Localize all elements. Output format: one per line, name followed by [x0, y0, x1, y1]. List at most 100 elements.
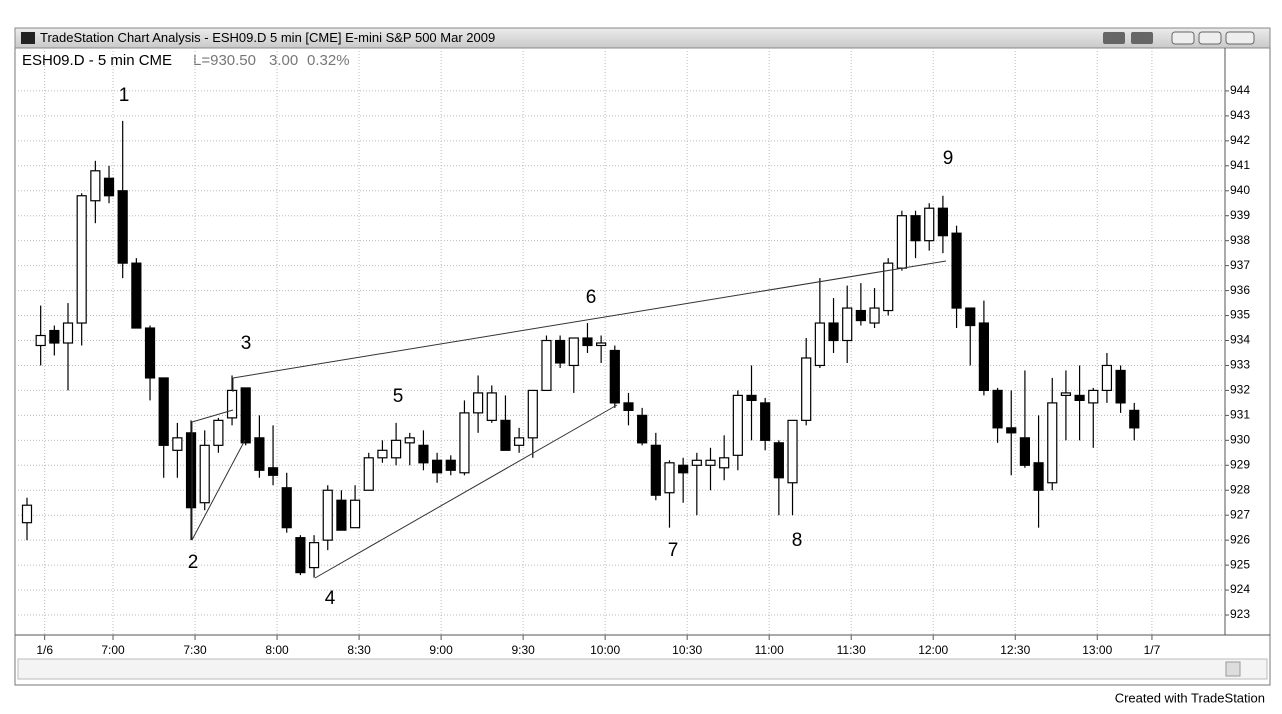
title-bar: [14, 27, 1271, 49]
candle-body: [514, 437, 525, 446]
y-tick-label: 938: [1230, 233, 1250, 247]
candle-body: [965, 307, 976, 327]
y-tick-label: 927: [1230, 507, 1250, 521]
window-title: TradeStation Chart Analysis - ESH09.D 5 …: [40, 30, 495, 45]
candle-body: [172, 437, 183, 451]
y-tick-label: 928: [1230, 482, 1250, 496]
x-tick-label: 13:00: [1082, 643, 1112, 657]
candle-body: [896, 215, 907, 269]
candle-body: [418, 444, 429, 464]
candle-body: [1088, 389, 1099, 404]
trendline: [191, 439, 246, 541]
window-frame: [14, 27, 1271, 686]
x-tick-label: 9:30: [511, 643, 535, 657]
x-tick-label: 8:30: [347, 643, 371, 657]
candle-body: [1101, 364, 1113, 392]
y-tick-label: 943: [1230, 108, 1250, 122]
candle-body: [144, 327, 156, 379]
candle-body: [623, 402, 634, 411]
candle-body: [158, 377, 169, 446]
y-tick-label: 931: [1230, 408, 1250, 422]
scrollbar[interactable]: [17, 658, 1268, 680]
x-tick-label: 8:00: [265, 643, 289, 657]
candle-body: [1047, 402, 1058, 484]
minimize-button[interactable]: [1171, 31, 1195, 45]
candle-body: [1006, 427, 1017, 434]
app-icon: [21, 32, 35, 44]
y-tick-label: 926: [1230, 532, 1250, 546]
trendline: [232, 260, 947, 379]
y-tick-label: 933: [1230, 358, 1250, 372]
candle-body: [35, 334, 46, 347]
candle-body: [336, 499, 347, 531]
candle-body: [103, 177, 115, 197]
candle-body: [828, 322, 839, 342]
candle-body: [473, 392, 484, 414]
candle-body: [937, 207, 948, 237]
close-button[interactable]: [1225, 31, 1255, 45]
x-tick-label: 12:00: [918, 643, 948, 657]
candle-body: [951, 232, 962, 309]
y-tick-label: 936: [1230, 283, 1250, 297]
x-tick-label: 11:00: [755, 643, 784, 657]
candle-body: [349, 499, 361, 529]
trendline: [314, 404, 618, 579]
y-tick-label: 925: [1230, 557, 1250, 571]
candle-body: [732, 394, 743, 456]
candle-body: [609, 349, 620, 404]
restore-button[interactable]: [1198, 31, 1222, 45]
candle-body: [49, 329, 60, 344]
candle-body: [773, 442, 784, 479]
annotation: 6: [586, 287, 597, 308]
candle-body: [500, 419, 511, 451]
annotation: 7: [668, 540, 679, 561]
button[interactable]: [1131, 32, 1153, 44]
x-tick-label: 10:30: [672, 643, 702, 657]
candle-body: [486, 392, 497, 421]
annotation: 1: [119, 85, 130, 106]
y-tick-label: 941: [1230, 158, 1250, 172]
x-tick-label: 12:30: [1000, 643, 1030, 657]
y-tick-label: 934: [1230, 333, 1250, 347]
candle-body: [432, 459, 443, 474]
candle-body: [691, 459, 702, 466]
candle-body: [855, 309, 866, 322]
button[interactable]: [1103, 32, 1125, 44]
y-tick-label: 940: [1230, 183, 1250, 197]
annotation: 5: [393, 386, 404, 407]
x-tick-label: 7:00: [101, 643, 125, 657]
candle-body: [596, 342, 607, 347]
y-tick-label: 942: [1230, 133, 1250, 147]
candle-body: [992, 389, 1003, 429]
y-tick-label: 935: [1230, 308, 1250, 322]
candle-body: [363, 457, 374, 491]
candle-body: [1129, 409, 1140, 429]
candle-body: [76, 195, 87, 324]
candle-body: [267, 467, 279, 476]
scroll-thumb[interactable]: [1225, 661, 1241, 677]
candle-body: [746, 394, 757, 401]
trendline: [191, 409, 234, 540]
change-pct: 0.32%: [307, 52, 350, 69]
symbol: ESH09.D - 5 min CME: [22, 52, 172, 69]
candle-body: [213, 419, 224, 446]
y-tick-label: 939: [1230, 208, 1250, 222]
plot: 9239249259269279289299309319329339349359…: [18, 48, 1250, 657]
candle-body: [1115, 369, 1126, 404]
candle-body: [1074, 394, 1085, 401]
candle-body: [240, 387, 251, 444]
candle-body: [664, 462, 675, 494]
y-tick-label: 930: [1230, 433, 1250, 447]
candle-body: [1060, 392, 1072, 397]
y-tick-label: 923: [1230, 607, 1250, 621]
candle-body: [185, 432, 197, 509]
x-tick-label: 1/7: [1144, 643, 1161, 657]
y-tick-label: 929: [1230, 457, 1250, 471]
annotation: 9: [943, 148, 954, 169]
candle-body: [308, 542, 320, 569]
y-tick-label: 924: [1230, 582, 1250, 596]
annotation: 4: [325, 588, 336, 609]
candle-body: [650, 444, 661, 496]
change: 3.00: [269, 52, 298, 69]
